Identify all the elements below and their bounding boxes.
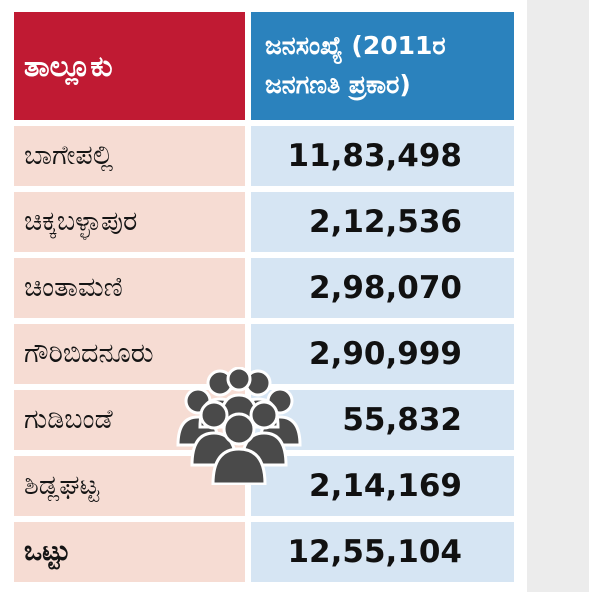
taluk-cell: ಗೌರಿಬಿದನೂರು <box>14 324 245 384</box>
population-value: 11,83,498 <box>287 138 462 174</box>
header-population-label: ಜನಸಂಖ್ಯೆ (2011ರ ಜನಗಣತಿ ಪ್ರಕಾರ) <box>265 31 446 99</box>
table-row: ಗೌರಿಬಿದನೂರು 2,90,999 <box>14 324 514 384</box>
table-row: ಬಾಗೇಪಲ್ಲಿ 11,83,498 <box>14 126 514 186</box>
population-value: 2,14,169 <box>309 468 462 504</box>
population-cell: 2,98,070 <box>251 258 514 318</box>
population-cell: 11,83,498 <box>251 126 514 186</box>
taluk-name: ಚಿಂತಾಮಣಿ <box>24 272 123 303</box>
population-cell: 55,832 <box>251 390 514 450</box>
population-value: 2,98,070 <box>309 270 462 306</box>
taluk-cell: ಚಿಕ್ಕಬಳ್ಳಾಪುರ <box>14 192 245 252</box>
population-cell: 2,12,536 <box>251 192 514 252</box>
header-taluk-label: ತಾಲ್ಲೂಕು <box>24 48 113 83</box>
population-value: 2,12,536 <box>309 204 462 240</box>
population-cell: 2,90,999 <box>251 324 514 384</box>
total-label: ಒಟ್ಟು <box>24 536 71 567</box>
header-population: ಜನಸಂಖ್ಯೆ (2011ರ ಜನಗಣತಿ ಪ್ರಕಾರ) <box>251 12 514 120</box>
total-label-cell: ಒಟ್ಟು <box>14 522 245 582</box>
population-cell: 2,14,169 <box>251 456 514 516</box>
taluk-name: ಬಾಗೇಪಲ್ಲಿ <box>24 140 114 171</box>
taluk-name: ಚಿಕ್ಕಬಳ್ಳಾಪುರ <box>24 206 138 237</box>
side-panel <box>527 0 589 592</box>
table-header: ತಾಲ್ಲೂಕು ಜನಸಂಖ್ಯೆ (2011ರ ಜನಗಣತಿ ಪ್ರಕಾರ) <box>14 12 514 120</box>
taluk-cell: ಬಾಗೇಪಲ್ಲಿ <box>14 126 245 186</box>
table-total-row: ಒಟ್ಟು 12,55,104 <box>14 522 514 582</box>
people-group-icon <box>176 367 302 485</box>
header-taluk: ತಾಲ್ಲೂಕು <box>14 12 245 120</box>
population-value: 55,832 <box>342 402 462 438</box>
taluk-name: ಗುಡಿಬಂಡೆ <box>24 404 113 435</box>
population-value: 2,90,999 <box>309 336 462 372</box>
total-population-value: 12,55,104 <box>287 534 462 570</box>
total-population-cell: 12,55,104 <box>251 522 514 582</box>
taluk-name: ಗೌರಿಬಿದನೂರು <box>24 338 154 369</box>
table-row: ಚಿಕ್ಕಬಳ್ಳಾಪುರ 2,12,536 <box>14 192 514 252</box>
taluk-cell: ಚಿಂತಾಮಣಿ <box>14 258 245 318</box>
table-row: ಚಿಂತಾಮಣಿ 2,98,070 <box>14 258 514 318</box>
taluk-name: ಶಿಡ್ಲಘಟ್ಟ <box>24 470 100 501</box>
